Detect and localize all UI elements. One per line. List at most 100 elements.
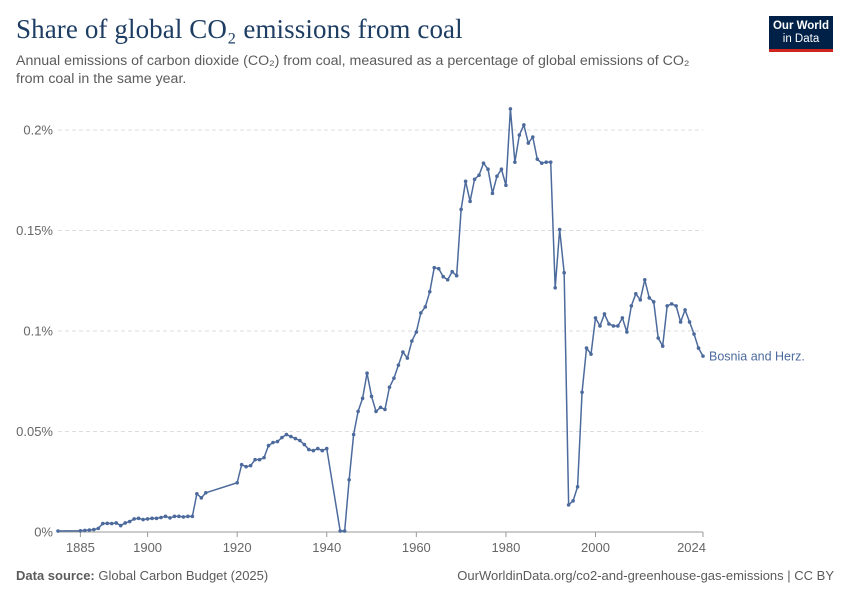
data-point <box>701 354 705 358</box>
data-point <box>687 320 692 324</box>
data-point <box>647 296 652 300</box>
data-point <box>539 161 544 165</box>
data-point <box>634 292 638 296</box>
data-point <box>495 174 499 179</box>
data-point <box>508 107 513 111</box>
data-point <box>571 499 575 503</box>
data-point <box>163 514 168 519</box>
data-point <box>114 521 119 525</box>
data-point <box>638 298 643 302</box>
data-point <box>181 515 186 519</box>
data-point <box>141 517 145 522</box>
owid-logo[interactable]: Our World in Data <box>769 16 833 52</box>
x-tick-label: 2024 <box>677 540 706 555</box>
data-point <box>239 462 244 467</box>
data-point <box>513 160 517 164</box>
data-point <box>123 521 127 525</box>
data-point <box>199 496 204 500</box>
data-point <box>289 434 293 439</box>
data-point <box>253 457 257 462</box>
data-point <box>436 266 441 271</box>
y-tick-label: 0.15% <box>16 223 53 238</box>
data-point <box>526 141 531 145</box>
data-point <box>235 480 239 485</box>
data-point <box>629 304 634 308</box>
data-point <box>347 477 351 482</box>
data-point <box>307 447 311 452</box>
data-point <box>293 436 298 441</box>
x-tick-label: 1980 <box>491 540 520 555</box>
data-point <box>441 274 446 279</box>
data-point <box>118 523 123 528</box>
data-point <box>580 390 584 395</box>
data-point <box>154 516 159 521</box>
data-point <box>396 363 401 367</box>
data-point <box>109 521 114 526</box>
chart-subtitle: Annual emissions of carbon dioxide (CO₂)… <box>16 53 690 87</box>
data-point <box>145 517 150 521</box>
data-point <box>530 135 535 139</box>
data-source-link[interactable]: Global Carbon Budget (2025) <box>98 568 269 583</box>
data-point <box>669 302 674 306</box>
data-point <box>351 432 356 437</box>
data-point <box>678 320 683 324</box>
data-point <box>607 322 611 326</box>
data-point <box>481 161 486 165</box>
data-point <box>548 160 553 164</box>
data-point <box>100 521 105 526</box>
data-point <box>56 529 60 533</box>
footer-url[interactable]: OurWorldinData.org/co2-and-greenhouse-ga… <box>457 568 834 583</box>
data-point <box>427 290 432 294</box>
data-point <box>177 514 181 519</box>
data-point <box>266 443 271 448</box>
data-point <box>463 179 468 184</box>
data-point <box>392 376 396 381</box>
data-point <box>584 346 589 350</box>
data-point <box>620 316 625 320</box>
data-point <box>360 396 365 401</box>
data-point <box>195 492 199 496</box>
x-tick-label: 1900 <box>133 540 162 555</box>
data-point <box>665 304 669 308</box>
data-point <box>244 464 248 469</box>
data-point <box>320 448 325 453</box>
x-tick-label: 1885 <box>66 540 95 555</box>
data-point <box>342 529 347 533</box>
series-label[interactable]: Bosnia and Herz. <box>709 350 805 364</box>
data-point <box>132 517 136 521</box>
data-point <box>190 514 195 519</box>
data-point <box>522 123 526 127</box>
data-point <box>298 438 302 443</box>
data-point <box>284 432 289 437</box>
data-point <box>602 312 607 316</box>
data-point <box>598 324 602 328</box>
data-point <box>423 305 428 309</box>
series-line <box>57 108 704 532</box>
data-point <box>92 527 96 532</box>
data-point <box>356 409 360 414</box>
data-point <box>683 308 687 312</box>
data-point <box>315 446 320 451</box>
data-point <box>365 371 369 376</box>
data-point <box>445 277 450 282</box>
data-point <box>499 167 504 171</box>
data-point <box>651 300 656 304</box>
data-point <box>557 227 562 232</box>
data-point <box>454 273 459 278</box>
data-point <box>593 316 598 320</box>
data-point <box>401 350 405 354</box>
data-point <box>83 528 87 533</box>
data-point <box>136 516 141 521</box>
data-point <box>383 407 387 412</box>
chart-title: Share of global CO₂ emissions from coal <box>16 14 463 44</box>
data-point <box>410 339 414 343</box>
data-point <box>275 439 280 444</box>
data-point <box>589 352 593 356</box>
data-point <box>566 503 571 507</box>
data-point <box>127 519 132 524</box>
data-point <box>642 277 647 282</box>
data-point <box>168 516 172 520</box>
y-tick-label: 0.1% <box>23 324 53 339</box>
data-source: Data source: Global Carbon Budget (2025) <box>16 568 268 583</box>
